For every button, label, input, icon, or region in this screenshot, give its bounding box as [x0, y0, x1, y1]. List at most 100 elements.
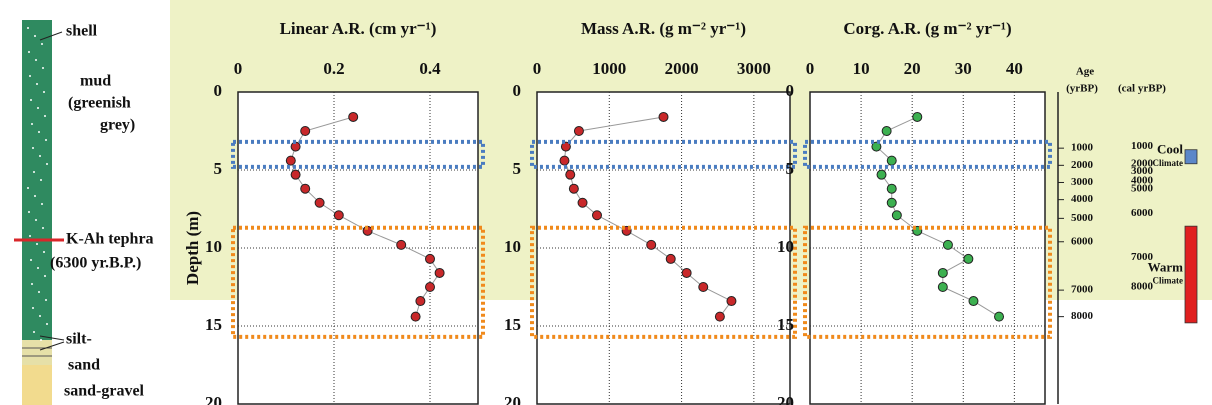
climate-name: Cool: [1157, 142, 1183, 157]
y-tick-label: 15: [205, 315, 222, 334]
data-point: [300, 126, 311, 136]
data-point: [300, 183, 311, 194]
x-tick-label: 40: [1006, 59, 1023, 78]
shell-dot: [28, 51, 30, 53]
data-point: [714, 311, 725, 322]
climate-bar: [1184, 149, 1198, 165]
shell-dot: [44, 115, 46, 117]
climate-label: Climate: [1153, 158, 1184, 168]
shell-dot: [30, 259, 32, 261]
x-tick-label: 20: [904, 59, 921, 78]
data-point: [942, 239, 953, 250]
x-tick-label: 2000: [665, 59, 699, 78]
age-tick-label: 2000: [1071, 159, 1094, 171]
x-tick-label: 0: [533, 59, 542, 78]
age-tick-label: 5000: [1071, 212, 1094, 224]
data-point: [968, 296, 979, 307]
shell-dot: [46, 323, 48, 325]
core-label: K-Ah tephra: [66, 231, 154, 248]
shell-dot: [32, 147, 34, 149]
y-tick-label: 20: [504, 393, 521, 405]
data-point: [425, 282, 435, 292]
shell-dot: [42, 227, 44, 229]
y-tick-label: 5: [786, 159, 795, 178]
shell-dot: [42, 67, 44, 69]
y-tick-label: 0: [214, 81, 223, 100]
data-point: [565, 169, 576, 180]
data-point: [665, 253, 676, 264]
y-tick-label: 10: [205, 237, 222, 256]
shell-dot: [35, 59, 37, 61]
data-point: [658, 111, 669, 122]
core-label: (6300 yr.B.P.): [50, 255, 141, 272]
age-tick-label: 4000: [1131, 174, 1154, 186]
shell-dot: [46, 163, 48, 165]
pointer: [39, 31, 63, 41]
x-tick-label: 1000: [592, 59, 626, 78]
shell-dot: [32, 307, 34, 309]
data-point: [963, 253, 974, 264]
shell-dot: [43, 91, 45, 93]
data-point: [410, 311, 421, 322]
climate-zone-box: [803, 225, 1052, 339]
data-point: [348, 111, 359, 122]
shell-dot: [31, 283, 33, 285]
data-point: [577, 197, 588, 208]
gravel-layer: [22, 365, 52, 405]
x-tick-label: 30: [955, 59, 972, 78]
core-label: silt-: [66, 331, 92, 348]
data-point: [568, 183, 579, 194]
silt-layer: [22, 340, 52, 365]
chart-title: Mass A.R. (g m⁻² yr⁻¹): [581, 19, 746, 38]
shell-dot: [41, 43, 43, 45]
age-tick-label: 1000: [1131, 140, 1154, 152]
shell-dot: [33, 171, 35, 173]
data-point: [415, 296, 426, 307]
y-tick-label: 15: [777, 315, 794, 334]
data-point: [886, 197, 897, 208]
age-column-label: (cal yrBP): [1118, 83, 1166, 95]
shell-dot: [39, 155, 41, 157]
x-tick-label: 0: [806, 59, 815, 78]
shell-dot: [41, 203, 43, 205]
age-tick-label: 8000: [1071, 310, 1094, 322]
y-tick-label: 10: [777, 237, 794, 256]
y-tick-label: 5: [214, 159, 223, 178]
chart-title: Linear A.R. (cm yr⁻¹): [280, 19, 437, 38]
core-label: grey): [100, 117, 135, 134]
age-axis-title: Age: [1076, 66, 1094, 78]
age-tick-label: 3000: [1071, 176, 1094, 188]
data-point: [559, 155, 570, 166]
mud-layer: [22, 20, 52, 340]
pointer: [39, 341, 65, 351]
data-point: [560, 141, 571, 152]
chart-title: Corg. A.R. (g m⁻² yr⁻¹): [843, 19, 1011, 38]
shell-dot: [29, 75, 31, 77]
climate-bar: [1184, 225, 1198, 324]
age-tick-label: 7000: [1071, 284, 1094, 296]
climate-zone-box: [803, 139, 1052, 169]
core-label: sand-gravel: [64, 383, 145, 400]
data-point: [726, 296, 737, 307]
data-point: [591, 210, 602, 221]
shell-dot: [36, 243, 38, 245]
data-point: [396, 239, 407, 250]
data-point: [891, 210, 902, 221]
age-tick-label: 3000: [1131, 165, 1154, 177]
shell-dot: [30, 99, 32, 101]
data-point: [881, 126, 892, 136]
shell-dot: [35, 219, 37, 221]
data-point: [912, 111, 923, 122]
data-point: [425, 253, 435, 264]
data-point: [698, 282, 709, 292]
data-point: [646, 239, 657, 250]
age-column-label: (yrBP): [1066, 83, 1098, 95]
data-point: [333, 210, 344, 221]
data-point: [314, 197, 325, 208]
age-tick-label: 2000: [1131, 157, 1154, 169]
core-label: (greenish: [68, 95, 131, 112]
age-tick-label: 4000: [1071, 193, 1094, 205]
x-tick-label: 10: [853, 59, 870, 78]
shell-dot: [33, 331, 35, 333]
y-tick-label: 5: [513, 159, 522, 178]
